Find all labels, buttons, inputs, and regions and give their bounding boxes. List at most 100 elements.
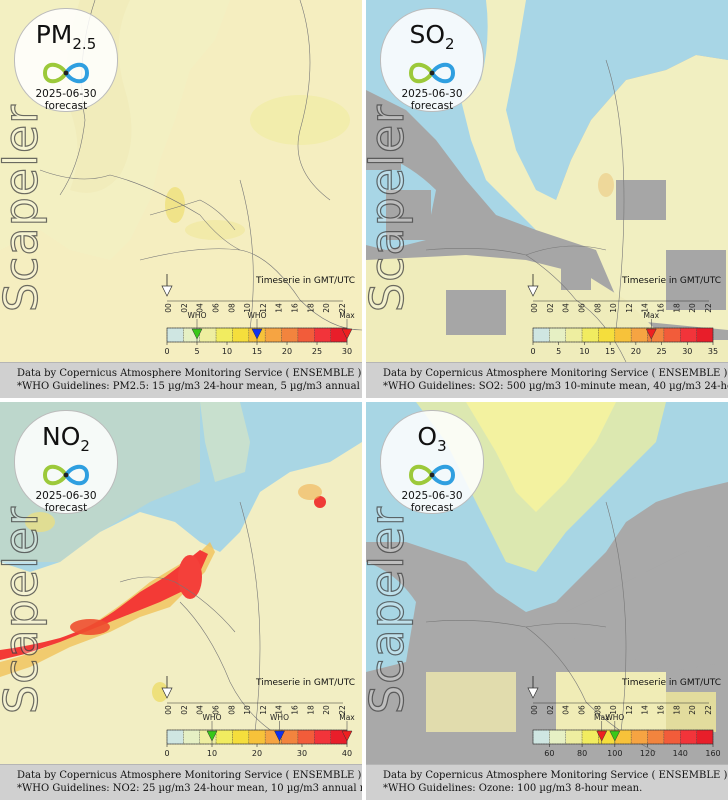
scale-tick-label: 0 [530,347,535,356]
scale-band [549,729,566,745]
scale-band [565,327,583,343]
scale-tick-label: 15 [605,347,615,356]
scale-tick-label: 35 [708,347,718,356]
scale-tick-label: 100 [607,749,622,758]
marker-label: WHO [248,311,267,320]
hour-tick-label: 16 [657,705,666,715]
hour-tick-label: 02 [180,705,189,715]
hour-tick-label: 06 [577,303,586,313]
hour-tick-label: 02 [180,303,189,313]
scale-band [663,327,681,343]
hour-tick-label: 20 [688,705,697,715]
who-guideline-text: *WHO Guidelines: SO2: 500 µg/m3 10-minut… [383,381,728,392]
time-pointer-icon [161,687,173,699]
scale-band [314,327,331,343]
scale-tick-label: 25 [312,347,322,356]
scale-band [215,327,233,343]
hour-tick-label: 22 [704,303,713,313]
scale-band [215,729,233,745]
marker-triangle-icon [206,730,218,742]
hour-tick-label: 12 [625,303,634,313]
pm25-legend: 00 02 04 06 08 10 12 14 16 18 20 22 0 5 10 15 20 25 30 WHO W… [161,274,355,356]
panel-caption: Data by Copernicus Atmosphere Monitoring… [366,362,728,398]
scale-band [232,729,250,745]
hour-tick-label: 00 [530,303,539,313]
hour-tick-label: 12 [259,303,268,313]
hour-tick-label: 10 [243,705,252,715]
scale-band [630,327,648,343]
hour-tick-label: 04 [196,705,205,715]
scale-tick-label: 30 [342,347,352,356]
pollutant-badge: SO2 2025-06-30 forecast [380,8,484,112]
scale-tick-label: 20 [252,749,262,758]
marker-label: WHO [605,713,624,722]
timeserie-label: Timeserie in GMT/UTC [622,678,722,688]
scale-band [630,729,648,745]
scale-band [166,729,184,745]
marker-triangle-icon [596,730,608,742]
hour-tick-label: 10 [609,303,618,313]
time-pointer-icon [161,285,173,297]
hour-tick-label: 00 [164,705,173,715]
marker-triangle-icon [274,730,285,742]
hour-tick-label: 22 [338,303,347,313]
infinity-logo-icon [42,464,90,486]
scale-band [680,729,697,745]
time-pointer-icon [527,687,539,699]
pollutant-badge: PM2.5 2025-06-30 forecast [14,8,118,112]
scale-tick-label: 30 [682,347,692,356]
hour-tick-label: 20 [322,303,331,313]
scale-tick-label: 140 [673,749,688,758]
panel-caption: Data by Copernicus Atmosphere Monitoring… [366,764,728,800]
scale-band [199,327,217,343]
hour-tick-label: 02 [546,303,555,313]
hour-tick-label: 04 [562,303,571,313]
hour-tick-label: 16 [291,303,300,313]
panel-caption: Data by Copernicus Atmosphere Monitoring… [0,764,362,800]
scale-band [297,327,315,343]
hour-tick-label: 18 [306,303,315,313]
scale-band [614,327,632,343]
hour-tick-label: 08 [227,303,236,313]
hour-tick-label: 06 [211,303,220,313]
infinity-logo-icon [42,62,90,84]
who-guideline-text: *WHO Guidelines: PM2.5: 15 µg/m3 24-hour… [17,381,362,392]
data-source-text: Data by Copernicus Atmosphere Monitoring… [17,770,362,781]
hour-tick-label: 04 [196,303,205,313]
so2-legend: 00 02 04 06 08 10 12 14 16 18 20 22 0 5 10 15 20 25 30 35 Ma… [527,274,718,356]
pollutant-badge: O3 2025-06-30 forecast [380,410,484,514]
scale-band [581,327,599,343]
scale-tick-label: 30 [297,749,307,758]
scale-band [663,729,681,745]
hour-tick-label: 00 [164,303,173,313]
scale-band [183,729,200,745]
scale-band [647,729,665,745]
who-guideline-text: *WHO Guidelines: NO2: 25 µg/m3 24-hour m… [17,783,362,794]
marker-label: Max [644,311,660,320]
scale-band [297,729,315,745]
panel-so2: Scapeler SO2 2025-06-30 forecast Timeser… [366,0,728,398]
hour-tick-label: 06 [211,705,220,715]
scale-tick-label: 25 [656,347,666,356]
scale-tick-label: 20 [282,347,292,356]
marker-label: WHO [270,713,289,722]
panel-pm25: Scapeler PM2.5 2025-06-30 forecast Times… [0,0,362,398]
scale-tick-label: 60 [544,749,554,758]
marker-triangle-icon [251,328,263,340]
scale-tick-label: 0 [164,347,169,356]
scale-tick-label: 15 [252,347,262,356]
scale-band [264,327,282,343]
scale-band [549,327,566,343]
scale-tick-label: 10 [207,749,217,758]
scale-band [598,327,616,343]
scale-bar-frame [532,327,714,343]
scale-band [314,729,331,745]
hour-tick-label: 20 [322,705,331,715]
hour-tick-label: 18 [672,303,681,313]
data-source-text: Data by Copernicus Atmosphere Monitoring… [383,368,728,379]
panel-no2: Scapeler NO2 2025-06-30 forecast Timeser… [0,402,362,800]
infinity-logo-icon [408,464,456,486]
marker-triangle-icon [191,328,203,340]
scale-tick-label: 10 [222,347,232,356]
scale-tick-label: 10 [579,347,589,356]
